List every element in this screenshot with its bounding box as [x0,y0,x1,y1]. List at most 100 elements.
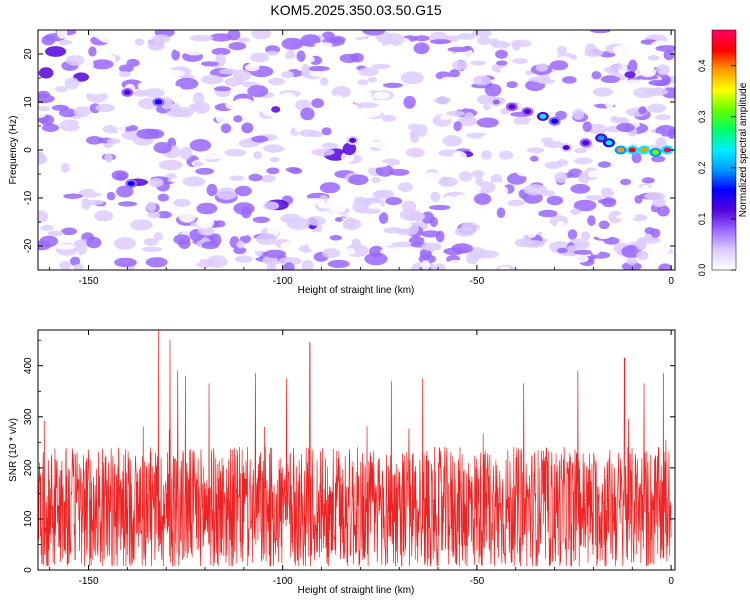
heatmap-cell [666,220,675,231]
heatmap-feature [597,135,605,141]
heatmap-cell [584,48,604,57]
heatmap-cell [357,79,369,86]
heatmap-cell [43,195,52,205]
heatmap-cell [456,33,475,40]
snr-panel: -150 -100 -50 0 0 100 200 300 400 Height of str… [8,329,676,596]
heatmap-cell [470,60,486,66]
heatmap-cell [623,198,635,204]
heatmap-cell [193,161,203,167]
heatmap-cell [624,79,645,86]
heatmap-cell [475,176,484,186]
heatmap-cell [554,171,568,183]
heatmap-cell [557,45,567,56]
heatmap-cell [306,208,320,215]
heatmap-cell [166,109,191,118]
heatmap-cell [206,183,218,197]
heatmap-cell [466,253,479,265]
heatmap-cell [60,162,70,173]
heatmap-cell [303,198,325,204]
heatmap-cell [38,67,54,79]
heatmap-cell [663,49,675,61]
heatmap-cell [430,191,441,203]
heatmap-cell [616,222,633,232]
heatmap-cell [413,42,430,55]
heatmap-cell [236,240,245,249]
heatmap-cell [383,227,405,234]
heatmap-cell [156,211,172,219]
heatmap-cell [514,238,533,248]
heatmap-cell [460,183,482,194]
heatmap-cell [648,79,670,86]
heatmap-cell [157,193,169,202]
heatmap-cell [541,229,555,240]
heatmap-cell [301,63,310,76]
heatmap-x-axis-label: Height of straight line (km) [298,285,415,296]
heatmap-cell [130,219,153,231]
snr-y-axis-label: SNR (10 * v/v) [8,418,19,482]
heatmap-cell [609,64,623,70]
heatmap-cell [182,176,206,187]
heatmap-cell [601,197,617,208]
heatmap-cell [567,100,588,108]
heatmap-cell [61,216,81,222]
heatmap-cell [516,170,535,177]
heatmap-cell [590,244,601,255]
heatmap-feature [605,140,613,146]
heatmap-cell [433,263,446,270]
heatmap-cell [350,88,373,102]
heatmap-cell [512,58,528,65]
heatmap-cell [523,184,548,196]
heatmap-cell [385,197,403,206]
heatmap-spectrogram [38,30,675,270]
heatmap-cell [620,178,632,186]
heatmap-feature [562,145,570,151]
heatmap-cell [383,44,397,52]
heatmap-cell [447,259,465,269]
heatmap-cell [280,213,302,224]
heatmap-cell [372,190,391,199]
heatmap-cell [509,234,522,241]
heatmap-cell [159,224,175,232]
heatmap-cell [299,129,318,137]
heatmap-cell [335,217,343,222]
heatmap-cell [631,152,642,164]
heatmap-cell [174,38,185,52]
heatmap-cell [96,244,118,252]
heatmap-cell [146,201,157,212]
heatmap-cell [639,66,657,78]
heatmap-cell [410,130,420,144]
heatmap-cell [433,157,449,168]
heatmap-cell [86,87,107,95]
heatmap-cell [215,113,230,124]
heatmap-cell [251,135,269,143]
heatmap-cell [452,151,467,161]
heatmap-cell [252,216,270,224]
heatmap-cell [227,30,241,41]
heatmap-cell [530,31,544,39]
heatmap-cell [531,131,544,139]
heatmap-cell [224,148,247,157]
heatmap-cell [227,228,251,237]
heatmap-cell [61,227,78,236]
heatmap-cell [597,161,612,168]
heatmap-cell [266,167,280,175]
x-tick-label: -50 [470,576,485,587]
heatmap-cell [266,50,279,56]
heatmap-cell [567,229,578,240]
heatmap-cell [556,220,566,232]
heatmap-cell [403,95,416,109]
heatmap-cell [175,77,199,90]
heatmap-cell [269,157,280,163]
heatmap-cell [200,74,224,85]
heatmap-cell [362,30,386,36]
heatmap-cell [536,259,550,266]
heatmap-cell [55,86,68,93]
heatmap-cell [477,36,492,45]
heatmap-cell [233,246,247,255]
heatmap-cell [280,241,295,252]
heatmap-cell [283,262,295,270]
heatmap-cell [88,46,97,57]
heatmap-cell [118,64,134,73]
snr-y-axis: 0 100 200 300 400 [23,339,675,573]
heatmap-cell [43,189,66,197]
